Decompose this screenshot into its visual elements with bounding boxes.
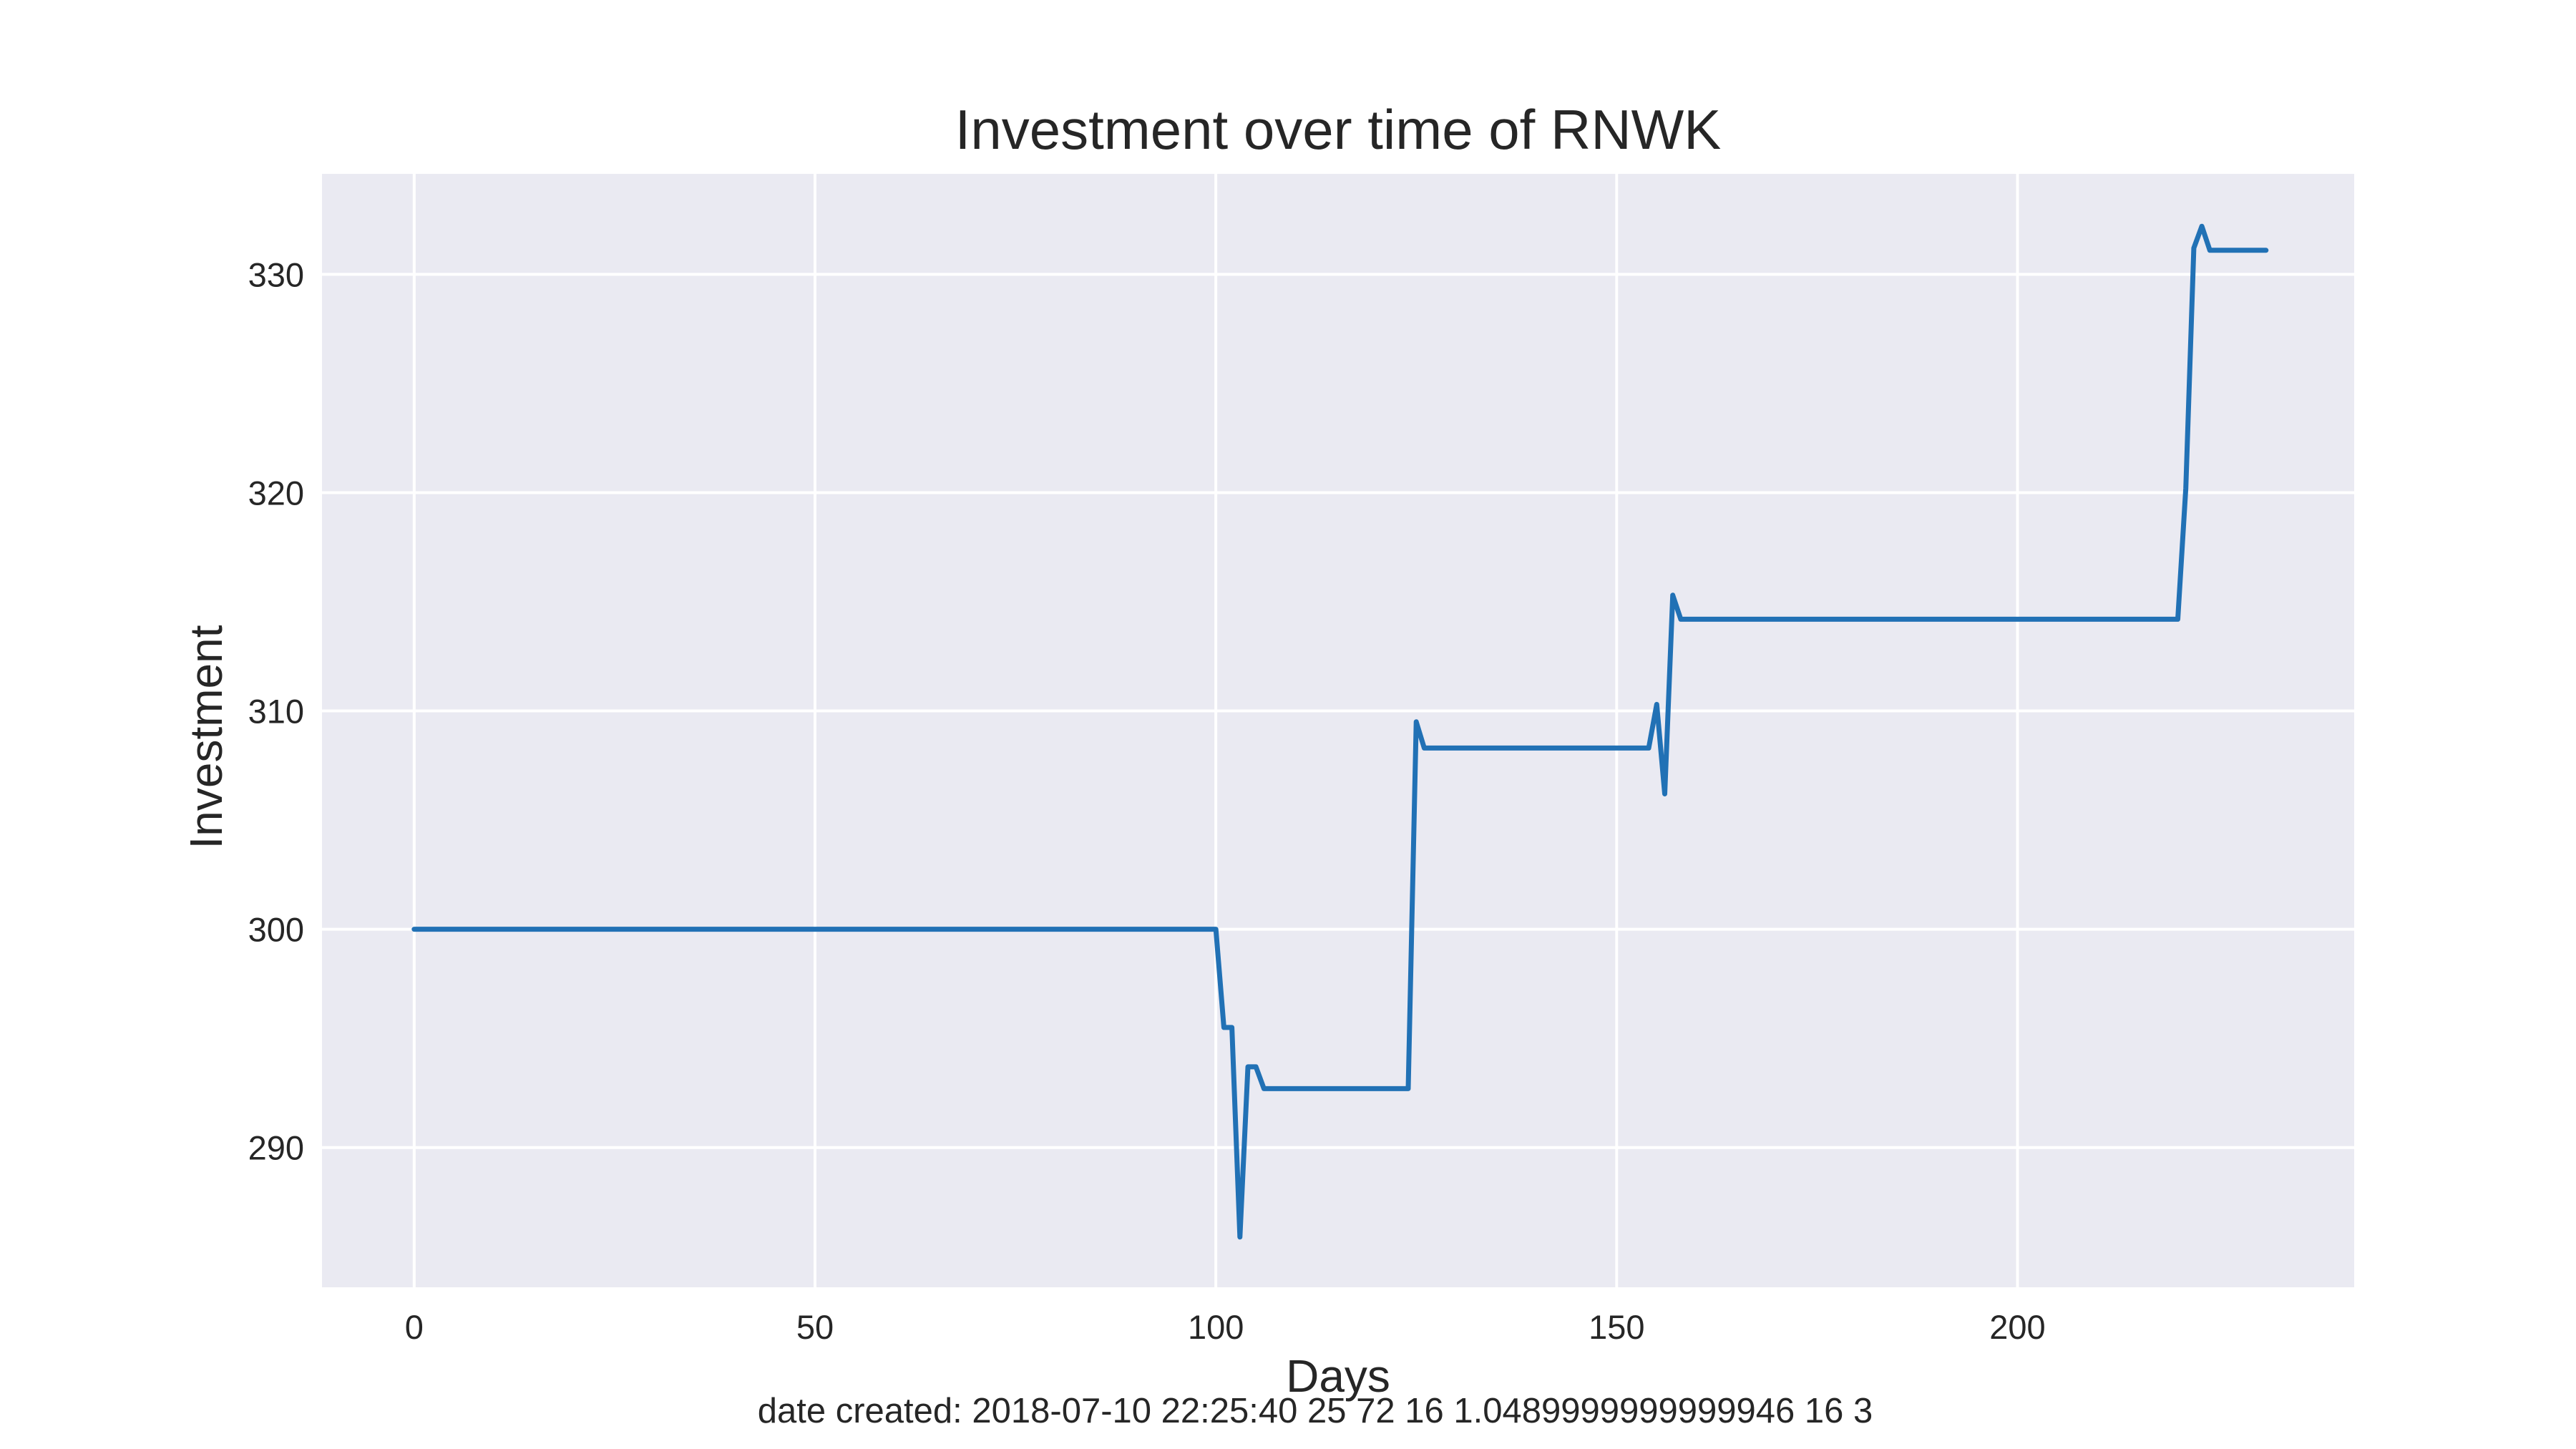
y-tick-label: 290 <box>248 1129 304 1167</box>
x-tick-label: 150 <box>1589 1308 1644 1346</box>
x-tick-label: 50 <box>796 1308 834 1346</box>
footer-caption: date created: 2018-07-10 22:25:40 25 72 … <box>758 1392 1873 1430</box>
y-tick-labels: 290 300 310 320 330 <box>248 255 304 1166</box>
y-tick-label: 300 <box>248 911 304 949</box>
x-tick-label: 100 <box>1188 1308 1244 1346</box>
x-tick-labels: 0 50 100 150 200 <box>405 1308 2046 1346</box>
y-tick-label: 320 <box>248 474 304 512</box>
chart-title: Investment over time of RNWK <box>955 98 1722 161</box>
y-tick-label: 330 <box>248 255 304 293</box>
x-tick-label: 0 <box>405 1308 424 1346</box>
x-axis-label: Days <box>1286 1350 1390 1402</box>
series-lines <box>411 223 2269 1240</box>
plot-background <box>322 174 2354 1287</box>
y-axis-label: Investment <box>180 625 232 849</box>
series-line <box>411 223 2269 1240</box>
y-tick-label: 310 <box>248 693 304 731</box>
x-tick-label: 200 <box>1989 1308 2045 1346</box>
